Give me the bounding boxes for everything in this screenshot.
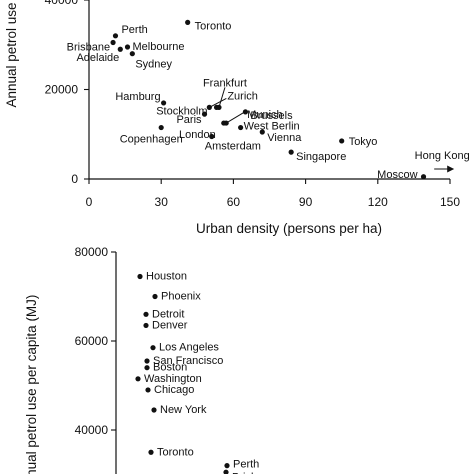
- bottom-point-label-detroit: Detroit: [152, 308, 184, 320]
- bottom-point-label-perth: Perth: [233, 459, 259, 471]
- top-y-tick-label: 0: [71, 172, 78, 186]
- point-west-berlin: [238, 124, 244, 131]
- point-label-perth: Perth: [121, 24, 147, 36]
- point-label-frankfurt: Frankfurt: [203, 77, 247, 89]
- point-toronto: [185, 19, 191, 25]
- point-label-zurich: Zurich: [227, 90, 258, 102]
- top-x-tick-label: 0: [86, 195, 93, 209]
- top-x-tick-label: 90: [299, 195, 313, 209]
- point-brussels: [242, 109, 249, 115]
- bottom-point-houston: [137, 273, 143, 280]
- bottom-point-phoenix: [152, 293, 158, 300]
- point-label-adelaide: Adelaide: [76, 52, 119, 64]
- bottom-point-san-francisco: [144, 358, 150, 364]
- point-perth: [112, 33, 119, 39]
- point-label-melbourne: Melbourne: [133, 41, 185, 53]
- point-label-hong-kong: Hong Kong: [415, 150, 470, 162]
- point-label-hamburg: Hamburg: [115, 91, 160, 103]
- point-adelaide: [117, 46, 123, 52]
- leader-zurich: [209, 97, 227, 108]
- bottom-point-label-los-angeles: Los Angeles: [159, 342, 219, 354]
- top-x-tick-label: 60: [227, 195, 241, 209]
- point-label-toronto: Toronto: [195, 20, 232, 32]
- point-copenhagen: [158, 124, 164, 131]
- point-label-singapore: Singapore: [296, 151, 346, 163]
- bottom-y-axis-title: Annual petrol use per capita (MJ): [24, 295, 39, 474]
- bottom-point-boston: [144, 365, 150, 371]
- hong-kong-arrow-head: [447, 165, 455, 173]
- point-label-sydney: Sydney: [135, 59, 172, 71]
- bottom-point-los-angeles: [150, 345, 156, 351]
- bottom-point-label-san-francisco: San Francisco: [153, 355, 223, 367]
- point-moscow: [420, 174, 427, 180]
- bottom-point-label-chicago: Chicago: [154, 384, 194, 396]
- point-label-vienna: Vienna: [267, 132, 302, 144]
- bottom-point-detroit: [143, 311, 149, 317]
- bottom-y-tick-label: 60000: [75, 334, 109, 348]
- bottom-point-washington: [135, 376, 141, 382]
- point-label-munich: Munich: [247, 109, 282, 121]
- point-label-west-berlin: West Berlin: [244, 121, 300, 133]
- point-label-amsterdam: Amsterdam: [205, 140, 261, 152]
- chart-top: 0 30 60 90 120 150 0 20000 40000 Urban density (p…: [4, 0, 470, 236]
- bottom-point-label-houston: Houston: [146, 270, 187, 282]
- point-label-paris: Paris: [176, 114, 202, 126]
- top-y-tick-label: 40000: [45, 0, 79, 7]
- bottom-y-tick-label: 40000: [75, 423, 109, 437]
- bottom-point-label-phoenix: Phoenix: [161, 291, 201, 303]
- bottom-point-new-york: [151, 407, 157, 413]
- point-melbourne: [124, 44, 131, 50]
- top-x-tick-label: 150: [440, 195, 460, 209]
- point-london: [221, 120, 227, 126]
- leader-frankfurt: [218, 87, 226, 108]
- bottom-point-perth: [224, 463, 230, 469]
- bottom-point-label-denver: Denver: [152, 319, 188, 331]
- bottom-point-label-washington: Washington: [144, 373, 202, 385]
- bottom-point-label-new-york: New York: [160, 404, 207, 416]
- point-label-brussels: Brussels: [250, 110, 293, 122]
- point-vienna: [259, 129, 265, 135]
- bottom-point-brisbane: [223, 469, 229, 474]
- point-brisbane: [110, 39, 116, 46]
- point-amsterdam: [209, 133, 215, 140]
- bottom-point-toronto: [148, 449, 154, 455]
- bottom-point-label-toronto: Toronto: [157, 446, 194, 458]
- leader-munich: [225, 110, 247, 124]
- point-label-moscow: Moscow: [377, 169, 417, 181]
- point-tokyo: [339, 138, 345, 144]
- point-paris: [201, 111, 208, 117]
- point-label-stockholm: Stockholm: [156, 105, 207, 117]
- chart-bottom: 40000 60000 80000 Annual petrol use per cap…: [24, 245, 275, 474]
- top-y-axis-title: Annual petrol use: [4, 2, 19, 107]
- top-x-axis-title: Urban density (persons per ha): [196, 221, 382, 236]
- point-label-london: London: [179, 129, 216, 141]
- bottom-point-denver: [143, 322, 149, 329]
- point-label-tokyo: Tokyo: [349, 136, 378, 148]
- bottom-point-label-boston: Boston: [153, 362, 187, 374]
- point-singapore: [288, 149, 294, 155]
- top-x-tick-label: 120: [368, 195, 388, 209]
- point-sydney: [129, 51, 135, 57]
- point-hamburg: [161, 100, 167, 106]
- top-x-tick-label: 30: [155, 195, 169, 209]
- bottom-y-tick-label: 80000: [75, 245, 109, 259]
- top-y-tick-label: 20000: [45, 83, 79, 97]
- point-label-brisbane: Brisbane: [67, 42, 110, 54]
- point-label-copenhagen: Copenhagen: [120, 134, 183, 146]
- bottom-point-label-brisbane: Brisbane: [232, 471, 275, 474]
- point-zurich: [206, 104, 212, 110]
- bottom-point-chicago: [145, 387, 151, 393]
- point-stockholm: [213, 104, 220, 110]
